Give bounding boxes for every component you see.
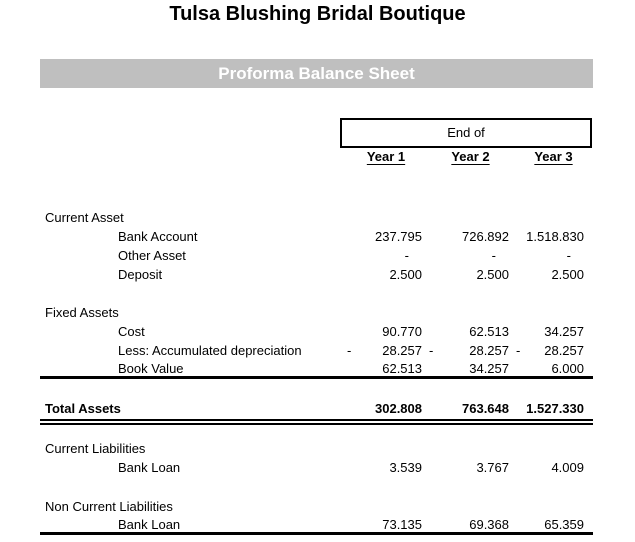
balance-sheet-table: Current Asset Bank Account 237.795 726.8… bbox=[40, 208, 593, 535]
table-row-bank-account: Bank Account 237.795 726.892 1.518.830 bbox=[40, 227, 593, 246]
value-year-1: 2.500 bbox=[389, 267, 422, 282]
value-year-2: 69.368 bbox=[469, 516, 509, 532]
table-row-book-value: Book Value 62.513 34.257 6.000 bbox=[40, 360, 593, 379]
table-row-accumulated-depreciation: Less: Accumulated depreciation -28.257 -… bbox=[40, 341, 593, 360]
column-header-year-1: Year 1 bbox=[366, 149, 406, 164]
row-label: Book Value bbox=[118, 360, 184, 376]
value-year-1: 302.808 bbox=[375, 401, 422, 416]
value-year-2: -28.257 bbox=[429, 343, 509, 358]
section-label: Fixed Assets bbox=[45, 305, 119, 320]
section-label: Current Liabilities bbox=[45, 441, 146, 456]
table-row-non-current-bank-loan: Bank Loan 73.135 69.368 65.359 bbox=[40, 516, 593, 535]
row-label: Other Asset bbox=[118, 248, 186, 263]
minus-sign: - bbox=[347, 343, 352, 358]
year-column-headers: Year 1 Year 2 Year 3 bbox=[345, 149, 593, 167]
value-year-1: 237.795 bbox=[375, 229, 422, 244]
value-year-1: - bbox=[404, 248, 409, 263]
row-label: Cost bbox=[118, 324, 145, 339]
period-header-box: End of bbox=[340, 118, 592, 148]
value-year-2: 3.767 bbox=[476, 460, 509, 475]
row-label: Bank Loan bbox=[118, 516, 181, 532]
minus-sign: - bbox=[429, 343, 434, 358]
column-header-year-3: Year 3 bbox=[534, 149, 573, 164]
spacer bbox=[40, 477, 593, 497]
spacer bbox=[40, 379, 593, 398]
period-header-label: End of bbox=[447, 125, 485, 140]
table-row-current-bank-loan: Bank Loan 3.539 3.767 4.009 bbox=[40, 458, 593, 477]
row-label: Bank Account bbox=[118, 229, 198, 244]
value-year-2: 2.500 bbox=[476, 267, 509, 282]
section-header-fixed-assets: Fixed Assets bbox=[40, 303, 593, 322]
page-title: Tulsa Blushing Bridal Boutique bbox=[169, 3, 466, 25]
minus-sign: - bbox=[516, 343, 521, 358]
value-year-3: 65.359 bbox=[544, 516, 584, 532]
value-year-3: - bbox=[566, 248, 571, 263]
spacer bbox=[40, 425, 593, 439]
value-year-1: -28.257 bbox=[347, 343, 422, 358]
value-year-2: 34.257 bbox=[469, 360, 509, 376]
value-year-2: - bbox=[491, 248, 496, 263]
table-row-total-assets: Total Assets 302.808 763.648 1.527.330 bbox=[40, 398, 593, 425]
row-label: Less: Accumulated depreciation bbox=[118, 343, 302, 358]
value-year-2: 726.892 bbox=[462, 229, 509, 244]
value-year-2: 62.513 bbox=[469, 324, 509, 339]
value-year-3: 6.000 bbox=[551, 360, 584, 376]
column-header-year-2: Year 2 bbox=[451, 149, 490, 164]
value-year-1: 90.770 bbox=[382, 324, 422, 339]
section-header-current-asset: Current Asset bbox=[40, 208, 593, 227]
report-banner: Proforma Balance Sheet bbox=[40, 59, 593, 88]
section-header-non-current-liabilities: Non Current Liabilities bbox=[40, 497, 593, 516]
value-year-1: 62.513 bbox=[382, 360, 422, 376]
row-label: Deposit bbox=[118, 267, 163, 282]
row-label: Total Assets bbox=[45, 401, 121, 416]
section-label: Current Asset bbox=[45, 210, 124, 225]
value-year-2: 763.648 bbox=[462, 401, 509, 416]
spacer bbox=[40, 284, 593, 303]
table-row-deposit: Deposit 2.500 2.500 2.500 bbox=[40, 265, 593, 284]
table-row-other-asset: Other Asset - - - bbox=[40, 246, 593, 265]
value-year-1: 3.539 bbox=[389, 460, 422, 475]
row-label: Bank Loan bbox=[118, 460, 181, 475]
value-year-3: -28.257 bbox=[516, 343, 584, 358]
section-header-current-liabilities: Current Liabilities bbox=[40, 439, 593, 458]
value-year-3: 1.518.830 bbox=[526, 229, 584, 244]
value-year-3: 4.009 bbox=[551, 460, 584, 475]
value-year-3: 1.527.330 bbox=[526, 401, 584, 416]
section-label: Non Current Liabilities bbox=[45, 499, 173, 514]
value-year-3: 2.500 bbox=[551, 267, 584, 282]
table-row-cost: Cost 90.770 62.513 34.257 bbox=[40, 322, 593, 341]
value-year-3: 34.257 bbox=[544, 324, 584, 339]
value-year-1: 73.135 bbox=[382, 516, 422, 532]
